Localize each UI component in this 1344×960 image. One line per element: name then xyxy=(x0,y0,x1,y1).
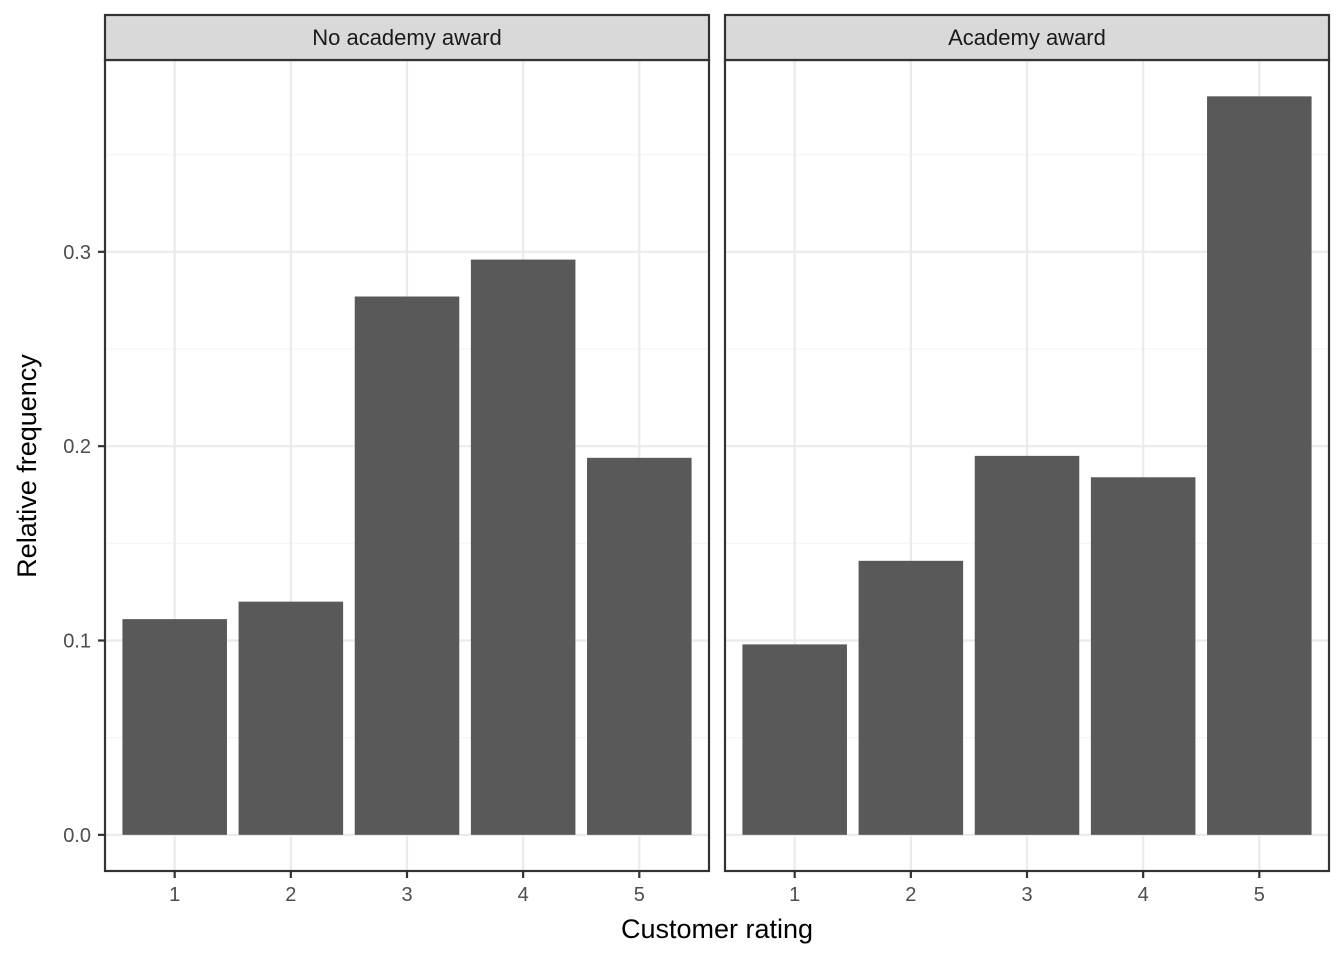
x-tick-label: 2 xyxy=(285,884,296,906)
bar xyxy=(858,560,964,835)
facet-panel: No academy award 1 2 3 4 5 xyxy=(103,13,711,906)
bar xyxy=(742,644,847,835)
x-tick-label: 3 xyxy=(401,884,412,906)
bar xyxy=(974,455,1080,835)
bar xyxy=(1207,96,1312,835)
x-tick-label: 5 xyxy=(634,884,645,906)
x-tick-label: 4 xyxy=(518,884,529,906)
bar xyxy=(238,601,344,835)
x-tick-label: 4 xyxy=(1138,884,1149,906)
facet-panel: Academy award 1 2 3 4 5 xyxy=(723,13,1331,906)
bar xyxy=(1090,477,1196,835)
y-tick-label: 0.3 xyxy=(63,242,91,264)
facet-strip xyxy=(103,13,711,62)
bar xyxy=(354,296,460,835)
facet-strip-label: Academy award xyxy=(948,25,1106,50)
x-tick-label: 2 xyxy=(905,884,916,906)
bar xyxy=(470,259,576,835)
y-axis: 0.0 0.1 0.2 0.3 xyxy=(63,242,105,847)
y-tick-label: 0.2 xyxy=(63,436,91,458)
facet-panels: No academy award 1 2 3 4 5 Academy award 1 2 3 4 5 xyxy=(103,13,1331,906)
x-axis-title: Customer rating xyxy=(621,914,813,944)
y-tick-label: 0.0 xyxy=(63,825,91,847)
facet-strip xyxy=(723,13,1331,62)
facet-strip-label: No academy award xyxy=(312,25,502,50)
x-tick-label: 3 xyxy=(1021,884,1032,906)
x-tick-label: 1 xyxy=(789,884,800,906)
x-tick-label: 5 xyxy=(1254,884,1265,906)
y-axis-title: Relative frequency xyxy=(12,354,42,578)
x-tick-label: 1 xyxy=(169,884,180,906)
bar xyxy=(587,457,692,835)
bar xyxy=(122,619,227,835)
y-tick-label: 0.1 xyxy=(63,631,91,653)
